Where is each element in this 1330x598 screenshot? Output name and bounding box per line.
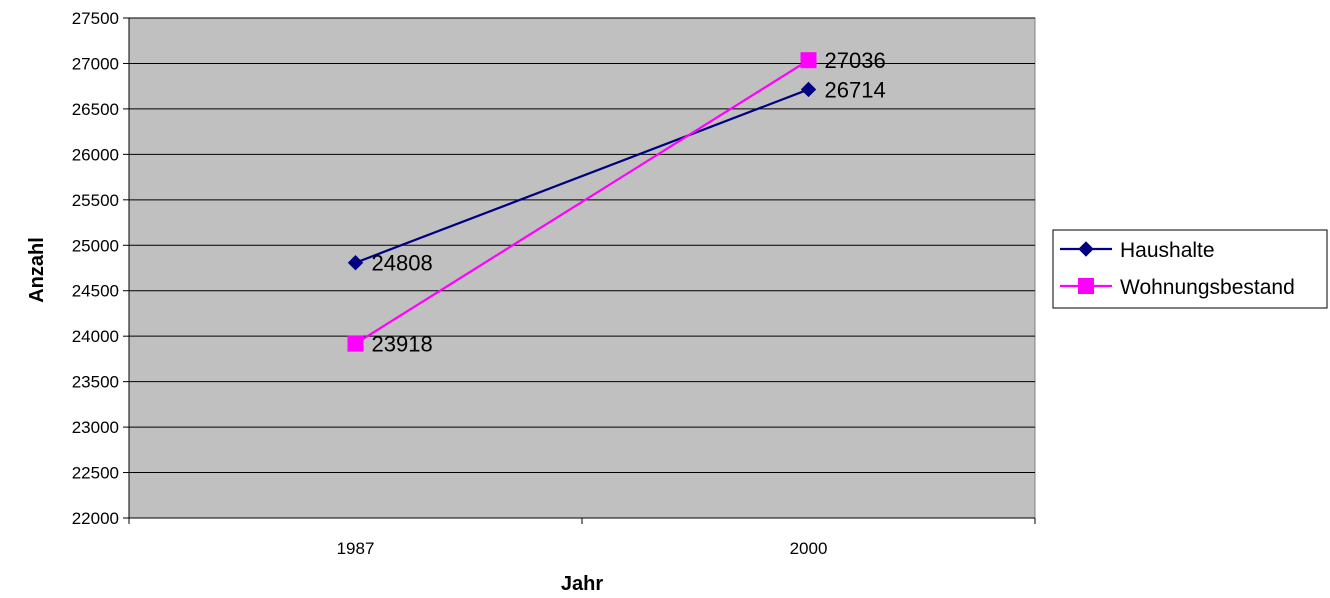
plot-area (128, 17, 1036, 519)
y-tick-label: 23500 (72, 373, 119, 392)
legend-label: Haushalte (1120, 239, 1215, 262)
y-tick-label: 27000 (72, 54, 119, 73)
series-group (347, 52, 817, 352)
axes (123, 17, 1036, 524)
data-point-square (347, 335, 364, 352)
legend: Haushalte Wohnungsbestand (1052, 229, 1328, 309)
y-tick-label: 24500 (72, 282, 119, 301)
legend-box (1052, 229, 1328, 309)
data-point-diamond (800, 81, 817, 98)
y-tick-label: 25500 (72, 191, 119, 210)
data-point-diamond (347, 255, 364, 271)
data-label: 23918 (372, 332, 433, 357)
series-line-haushalte (355, 88, 809, 264)
y-tick-label: 26000 (72, 145, 119, 164)
data-point-square (1078, 278, 1094, 294)
y-axis-title: Anzahl (26, 237, 48, 303)
x-tick-label: 2000 (790, 539, 828, 558)
y-tick-label: 22000 (72, 509, 119, 528)
x-tick-label: 1987 (337, 539, 375, 558)
x-axis-title: Jahr (561, 573, 603, 595)
y-tick-label: 25000 (72, 236, 119, 255)
data-point-square (800, 52, 817, 69)
data-label: 26714 (825, 77, 886, 102)
data-label: 27036 (825, 48, 886, 73)
y-tick-label: 27500 (72, 9, 119, 28)
y-tick-label: 24000 (72, 327, 119, 346)
data-label: 24808 (372, 251, 433, 276)
data-labels: 24808 26714 23918 27036 (372, 48, 886, 356)
y-tick-labels: 22000 22500 23000 23500 24000 24500 25000 25500… (72, 9, 119, 528)
series-line-wohnungsbestand (354, 59, 810, 345)
data-point-diamond (1078, 241, 1094, 257)
y-tick-label: 22500 (72, 464, 119, 483)
gridlines (129, 17, 1035, 474)
legend-label: Wohnungsbestand (1120, 276, 1295, 299)
y-tick-label: 26500 (72, 100, 119, 119)
x-tick-labels: 1987 2000 (337, 539, 828, 558)
y-tick-label: 23000 (72, 418, 119, 437)
